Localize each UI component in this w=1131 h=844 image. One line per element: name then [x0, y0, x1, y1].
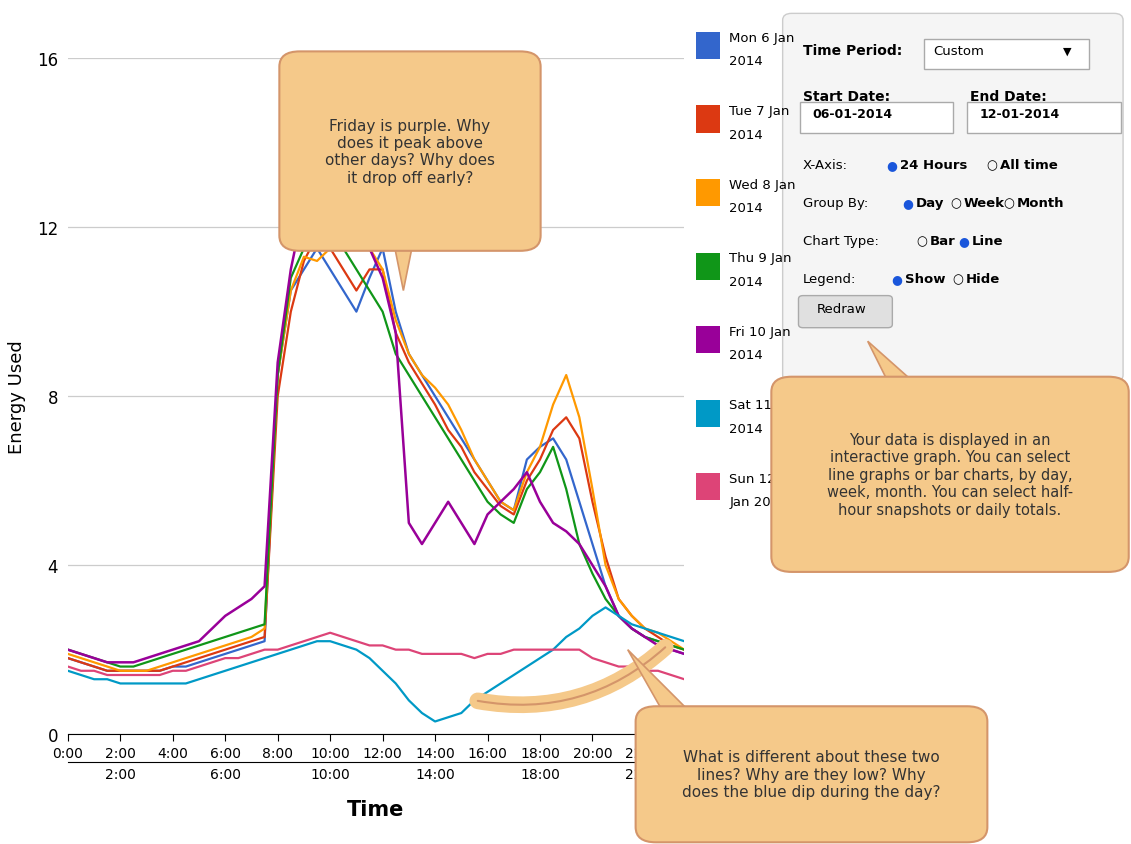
Text: 2014: 2014 [729, 55, 763, 68]
Text: 2014: 2014 [729, 128, 763, 142]
Text: ○: ○ [952, 273, 964, 286]
Text: Bar: Bar [930, 235, 956, 248]
Text: Time Period:: Time Period: [803, 44, 903, 58]
Text: Start Date:: Start Date: [803, 90, 890, 105]
Text: Legend:: Legend: [803, 273, 856, 286]
Text: Line: Line [972, 235, 1003, 248]
Text: 2014: 2014 [729, 275, 763, 289]
Text: X-Axis:: X-Axis: [803, 159, 848, 172]
Text: Chart Type:: Chart Type: [803, 235, 879, 248]
Text: All time: All time [1000, 159, 1057, 172]
Text: 06-01-2014: 06-01-2014 [812, 108, 892, 122]
X-axis label: Time: Time [347, 799, 405, 819]
Text: Thu 9 Jan: Thu 9 Jan [729, 252, 792, 265]
Text: ○: ○ [986, 159, 998, 172]
Text: Wed 8 Jan: Wed 8 Jan [729, 178, 796, 192]
Text: Jan 2014: Jan 2014 [729, 495, 788, 509]
Text: Day: Day [916, 197, 944, 210]
Text: 2014: 2014 [729, 422, 763, 436]
Text: Hide: Hide [966, 273, 1000, 286]
Text: Week: Week [964, 197, 1004, 210]
Text: 2014: 2014 [729, 349, 763, 362]
Text: Tue 7 Jan: Tue 7 Jan [729, 105, 789, 118]
Text: Month: Month [1017, 197, 1064, 210]
Text: Sat 11 Jan: Sat 11 Jan [729, 398, 797, 412]
Text: Fri 10 Jan: Fri 10 Jan [729, 325, 791, 338]
Text: 24 Hours: 24 Hours [900, 159, 968, 172]
Text: ●: ● [903, 197, 914, 210]
Text: Your data is displayed in an
interactive graph. You can select
line graphs or ba: Your data is displayed in an interactive… [827, 432, 1073, 517]
Y-axis label: Energy Used: Energy Used [8, 340, 26, 453]
Text: ○: ○ [1003, 197, 1015, 210]
Text: Custom: Custom [933, 45, 984, 58]
Text: Mon 6 Jan: Mon 6 Jan [729, 31, 795, 45]
Text: Group By:: Group By: [803, 197, 869, 210]
Text: ○: ○ [950, 197, 961, 210]
Text: ●: ● [891, 273, 903, 286]
Text: 2014: 2014 [729, 202, 763, 215]
Text: ▼: ▼ [1063, 47, 1072, 57]
Text: Redraw: Redraw [817, 302, 866, 316]
Text: Show: Show [905, 273, 946, 286]
Text: What is different about these two
lines? Why are they low? Why
does the blue dip: What is different about these two lines?… [682, 749, 941, 799]
Text: ●: ● [887, 159, 898, 172]
Text: Friday is purple. Why
does it peak above
other days? Why does
it drop off early?: Friday is purple. Why does it peak above… [325, 118, 495, 186]
Text: Sun 12: Sun 12 [729, 472, 776, 485]
Text: 12-01-2014: 12-01-2014 [979, 108, 1060, 122]
Text: ○: ○ [916, 235, 927, 248]
Text: End Date:: End Date: [970, 90, 1047, 105]
Text: ●: ● [958, 235, 969, 248]
